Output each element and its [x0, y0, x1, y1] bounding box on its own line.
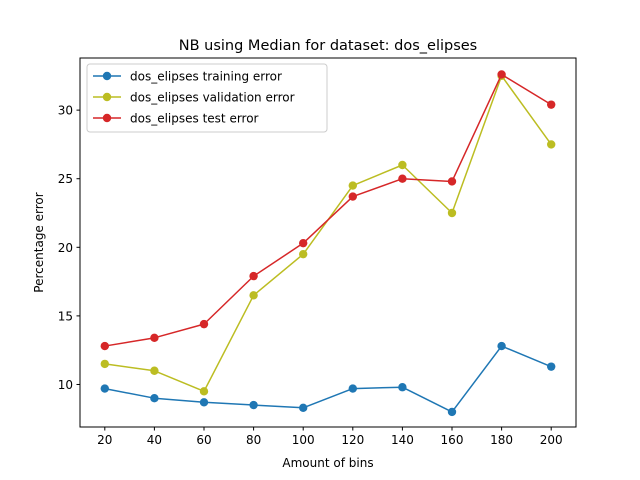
- series-line: [104, 73, 552, 347]
- x-tick-label: 40: [147, 433, 162, 447]
- data-point: [299, 403, 308, 412]
- series-1: [100, 341, 556, 417]
- data-point: [199, 387, 209, 396]
- legend-box: [86, 63, 328, 133]
- data-point: [150, 333, 159, 343]
- data-point: [150, 366, 159, 375]
- legend-label: dos_elipses validation error: [130, 91, 295, 105]
- chart-title: NB using Median for dataset: dos_elipses: [179, 38, 477, 54]
- x-tick-label: 80: [246, 433, 261, 447]
- legend-label: dos_elipses test error: [130, 112, 259, 126]
- data-point: [249, 271, 258, 281]
- legend-marker: [102, 92, 112, 102]
- data-point: [447, 208, 457, 218]
- data-point: [547, 362, 556, 371]
- x-tick-label: 100: [292, 433, 315, 447]
- data-point: [249, 400, 258, 410]
- data-point: [100, 341, 110, 351]
- data-point: [299, 238, 308, 248]
- data-point: [348, 384, 357, 393]
- x-axis-label: Amount of bins: [282, 456, 373, 470]
- data-point: [199, 398, 209, 407]
- legend-marker: [102, 71, 112, 81]
- data-point: [100, 384, 110, 393]
- x-tick-label: 140: [391, 433, 414, 447]
- x-tick-label: 60: [196, 433, 211, 447]
- y-tick-label: 25: [58, 172, 73, 186]
- data-point: [547, 140, 556, 149]
- data-point: [497, 341, 506, 351]
- data-point: [199, 319, 209, 329]
- data-point: [497, 70, 506, 79]
- y-tick-label: 15: [58, 309, 73, 323]
- y-tick-label: 10: [58, 378, 73, 392]
- x-tick-label: 160: [441, 433, 464, 447]
- data-point: [447, 407, 457, 417]
- data-point: [547, 100, 556, 109]
- y-tick-label: 30: [58, 104, 73, 118]
- x-tick-label: 20: [97, 433, 112, 447]
- data-point: [398, 174, 407, 183]
- legend-marker: [102, 113, 112, 123]
- data-point: [348, 192, 357, 201]
- data-point: [348, 181, 357, 190]
- legend: dos_elipses training error dos_elipses va…: [86, 63, 328, 133]
- series-line: [104, 345, 552, 413]
- data-point: [447, 177, 457, 186]
- data-point: [100, 359, 110, 369]
- y-axis-label: Percentage error: [32, 192, 46, 292]
- data-point: [249, 291, 258, 300]
- data-point: [398, 383, 407, 392]
- data-point: [150, 393, 159, 403]
- data-point: [299, 249, 308, 259]
- data-point: [398, 160, 407, 170]
- x-tick-label: 180: [490, 433, 513, 447]
- plot-frame: [79, 57, 577, 428]
- y-tick-label: 20: [58, 241, 73, 255]
- x-tick-label: 120: [341, 433, 364, 447]
- series-3: [100, 70, 556, 351]
- legend-label: dos_elipses training error: [130, 70, 282, 84]
- x-tick-label: 200: [540, 433, 563, 447]
